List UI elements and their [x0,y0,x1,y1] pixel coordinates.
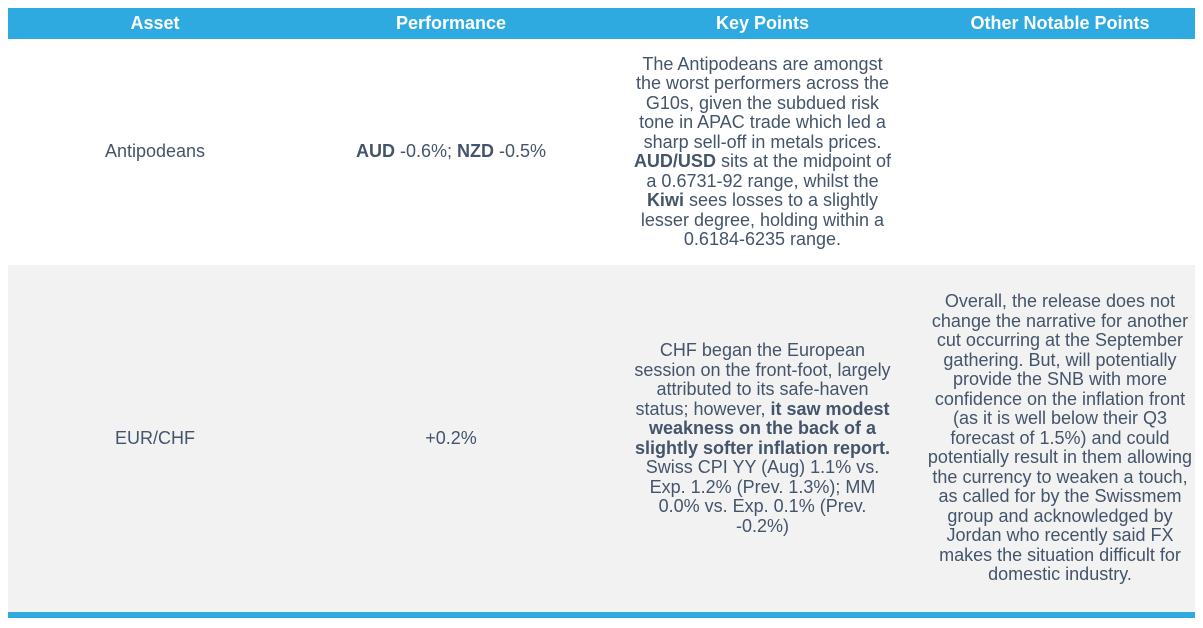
cell-asset: Antipodeans [8,39,302,265]
cell-asset: EUR/CHF [8,265,302,612]
fx-table: Asset Performance Key Points Other Notab… [8,8,1195,618]
key-points-text: CHF began the European session on the fr… [634,340,891,536]
cell-performance: AUD -0.6%; NZD -0.5% [302,39,600,265]
cell-key-points: The Antipodeans are amongst the worst pe… [600,39,925,265]
key-points-text: The Antipodeans are amongst the worst pe… [633,53,892,249]
cell-other-notable-points [925,39,1195,265]
header-cell-other-notable-points: Other Notable Points [925,8,1195,39]
table-body: Antipodeans AUD -0.6%; NZD -0.5% The Ant… [8,39,1195,612]
performance-value: +0.2% [425,427,477,448]
cell-other-notable-points: Overall, the release does not change the… [925,265,1195,612]
asset-label: EUR/CHF [115,427,195,448]
header-cell-key-points: Key Points [600,8,925,39]
table-header: Asset Performance Key Points Other Notab… [8,8,1195,39]
cell-performance: +0.2% [302,265,600,612]
header-label-key-points: Key Points [715,12,810,33]
header-cell-performance: Performance [302,8,600,39]
table-row: EUR/CHF +0.2% CHF began the European ses… [8,265,1195,612]
table-row: Antipodeans AUD -0.6%; NZD -0.5% The Ant… [8,39,1195,265]
other-notable-points-text: Overall, the release does not change the… [927,291,1193,585]
asset-label: Antipodeans [104,141,206,162]
header-label-other-notable-points: Other Notable Points [970,12,1150,33]
header-cell-asset: Asset [8,8,302,39]
table-bottom-accent-bar [8,612,1195,618]
header-label-asset: Asset [130,12,180,33]
header-label-performance: Performance [395,12,507,33]
cell-key-points: CHF began the European session on the fr… [600,265,925,612]
performance-value: AUD -0.6%; NZD -0.5% [355,141,547,162]
